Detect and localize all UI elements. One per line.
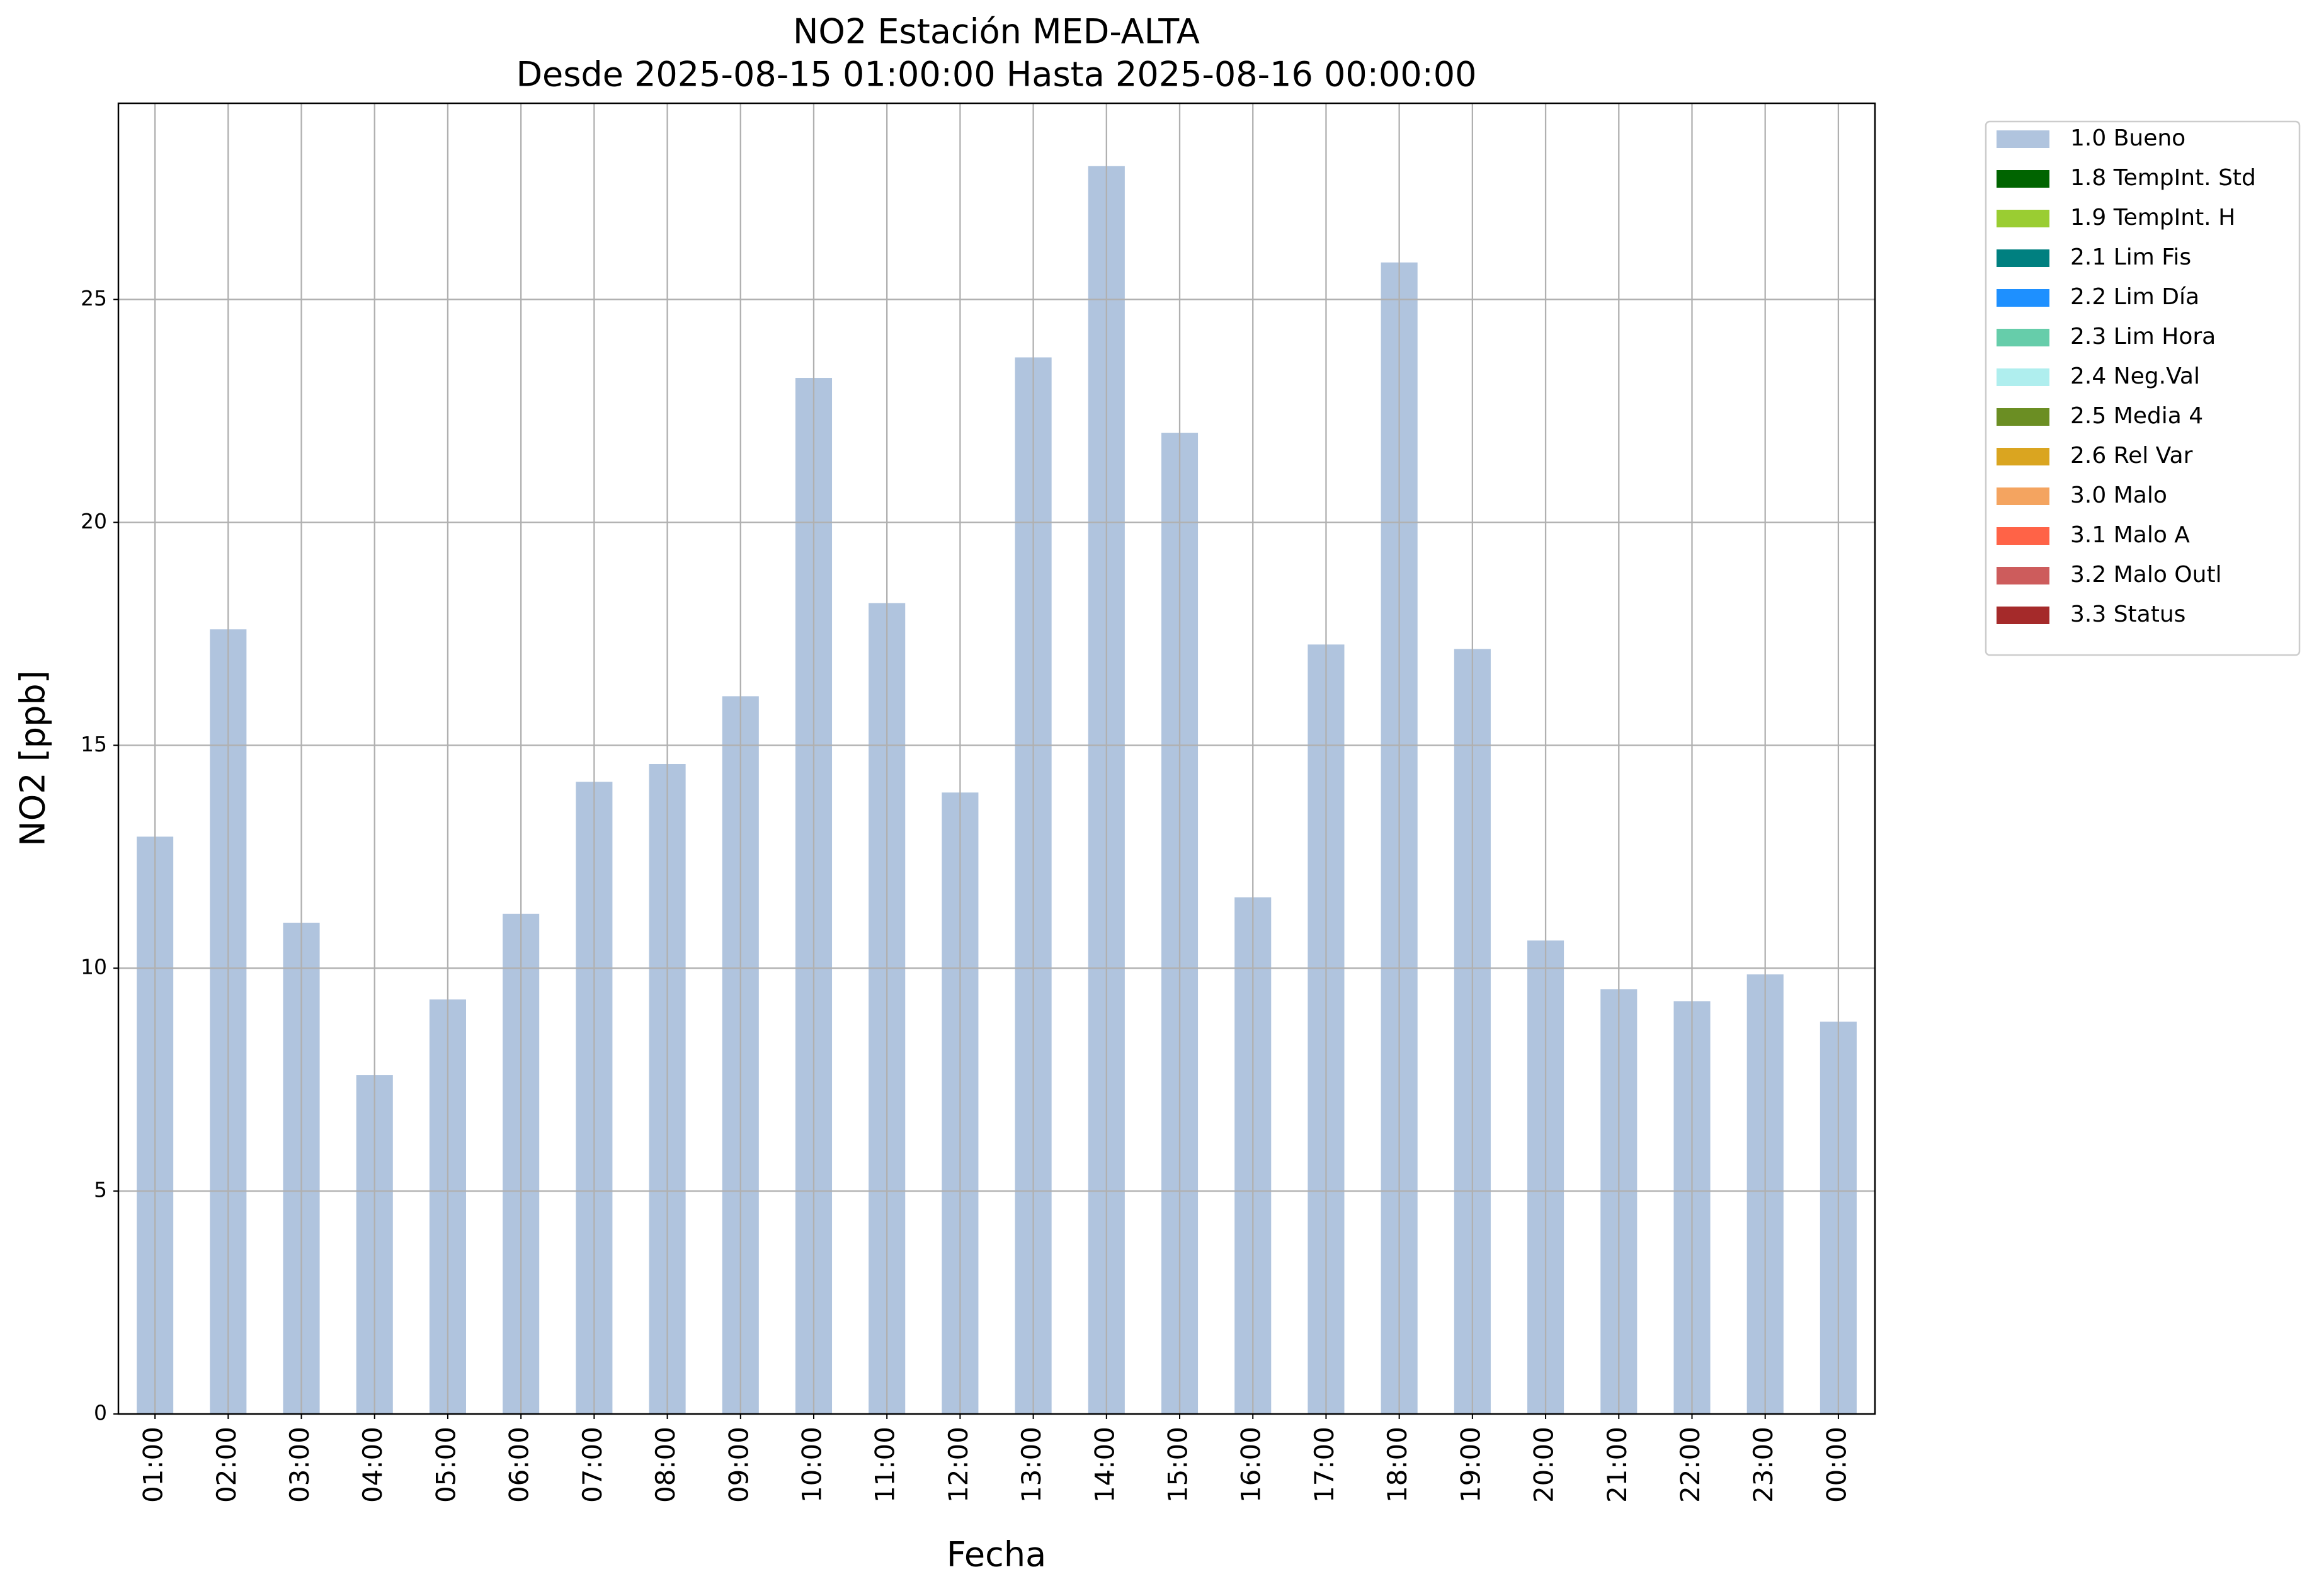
legend-label: 2.6 Rel Var bbox=[2070, 443, 2193, 469]
legend-label: 1.9 TempInt. H bbox=[2070, 205, 2235, 231]
legend-swatch bbox=[1997, 130, 2049, 148]
legend-swatch bbox=[1997, 329, 2049, 346]
legend-swatch bbox=[1997, 567, 2049, 584]
x-tick-label: 08:00 bbox=[650, 1427, 681, 1503]
legend-swatch bbox=[1997, 289, 2049, 307]
x-tick-label: 18:00 bbox=[1382, 1427, 1413, 1503]
x-tick-label: 03:00 bbox=[284, 1427, 315, 1503]
legend-swatch bbox=[1997, 527, 2049, 545]
x-tick-label: 23:00 bbox=[1748, 1427, 1779, 1503]
legend-swatch bbox=[1997, 408, 2049, 426]
x-tick-label: 02:00 bbox=[211, 1427, 242, 1503]
x-tick-label: 16:00 bbox=[1236, 1427, 1267, 1503]
x-tick-label: 21:00 bbox=[1602, 1427, 1632, 1503]
legend-swatch bbox=[1997, 487, 2049, 505]
legend-swatch bbox=[1997, 368, 2049, 386]
y-tick-label: 15 bbox=[81, 732, 107, 756]
x-tick-label: 15:00 bbox=[1163, 1427, 1194, 1503]
legend-label: 1.0 Bueno bbox=[2070, 125, 2185, 151]
x-tick-label: 06:00 bbox=[504, 1427, 535, 1503]
x-tick-label: 22:00 bbox=[1675, 1427, 1706, 1503]
chart-title: NO2 Estación MED-ALTA bbox=[793, 12, 1200, 52]
legend-swatch bbox=[1997, 607, 2049, 624]
legend-label: 3.3 Status bbox=[2070, 601, 2185, 627]
legend-swatch bbox=[1997, 170, 2049, 188]
x-tick-label: 19:00 bbox=[1455, 1427, 1486, 1503]
x-tick-label: 14:00 bbox=[1089, 1427, 1120, 1503]
x-tick-label: 07:00 bbox=[577, 1427, 608, 1503]
legend-label: 2.5 Media 4 bbox=[2070, 403, 2203, 429]
chart-subtitle: Desde 2025-08-15 01:00:00 Hasta 2025-08-… bbox=[516, 55, 1476, 94]
legend-label: 2.1 Lim Fis bbox=[2070, 244, 2191, 270]
plot-frame bbox=[117, 102, 1876, 1415]
y-axis-label: NO2 [ppb] bbox=[13, 670, 53, 846]
x-tick-label: 13:00 bbox=[1016, 1427, 1047, 1503]
legend-swatch bbox=[1997, 448, 2049, 465]
x-tick-label: 04:00 bbox=[357, 1427, 388, 1503]
y-tick-label: 25 bbox=[81, 286, 107, 311]
x-tick-label: 10:00 bbox=[796, 1427, 827, 1503]
x-tick-label: 11:00 bbox=[870, 1427, 901, 1503]
legend-label: 3.1 Malo A bbox=[2070, 522, 2190, 548]
x-tick-label: 12:00 bbox=[943, 1427, 974, 1503]
y-tick-label: 5 bbox=[94, 1178, 107, 1202]
x-tick-label: 17:00 bbox=[1309, 1427, 1340, 1503]
x-axis-label: Fecha bbox=[947, 1535, 1046, 1575]
x-tick-label: 00:00 bbox=[1821, 1427, 1852, 1503]
legend-swatch bbox=[1997, 210, 2049, 227]
legend-label: 3.2 Malo Outl bbox=[2070, 562, 2222, 588]
x-tick-label: 05:00 bbox=[430, 1427, 461, 1503]
legend-swatch bbox=[1997, 249, 2049, 267]
legend-label: 2.3 Lim Hora bbox=[2070, 324, 2216, 350]
x-tick-label: 20:00 bbox=[1529, 1427, 1559, 1503]
legend-box bbox=[1985, 120, 2301, 656]
y-tick-label: 20 bbox=[81, 509, 107, 533]
legend-label: 1.8 TempInt. Std bbox=[2070, 165, 2256, 191]
legend-label: 2.2 Lim Día bbox=[2070, 284, 2199, 310]
x-tick-label: 01:00 bbox=[138, 1427, 169, 1503]
y-tick-label: 0 bbox=[94, 1401, 107, 1425]
legend-label: 2.4 Neg.Val bbox=[2070, 363, 2200, 389]
legend-label: 3.0 Malo bbox=[2070, 482, 2167, 508]
x-tick-label: 09:00 bbox=[723, 1427, 754, 1503]
y-tick-label: 10 bbox=[81, 955, 107, 979]
